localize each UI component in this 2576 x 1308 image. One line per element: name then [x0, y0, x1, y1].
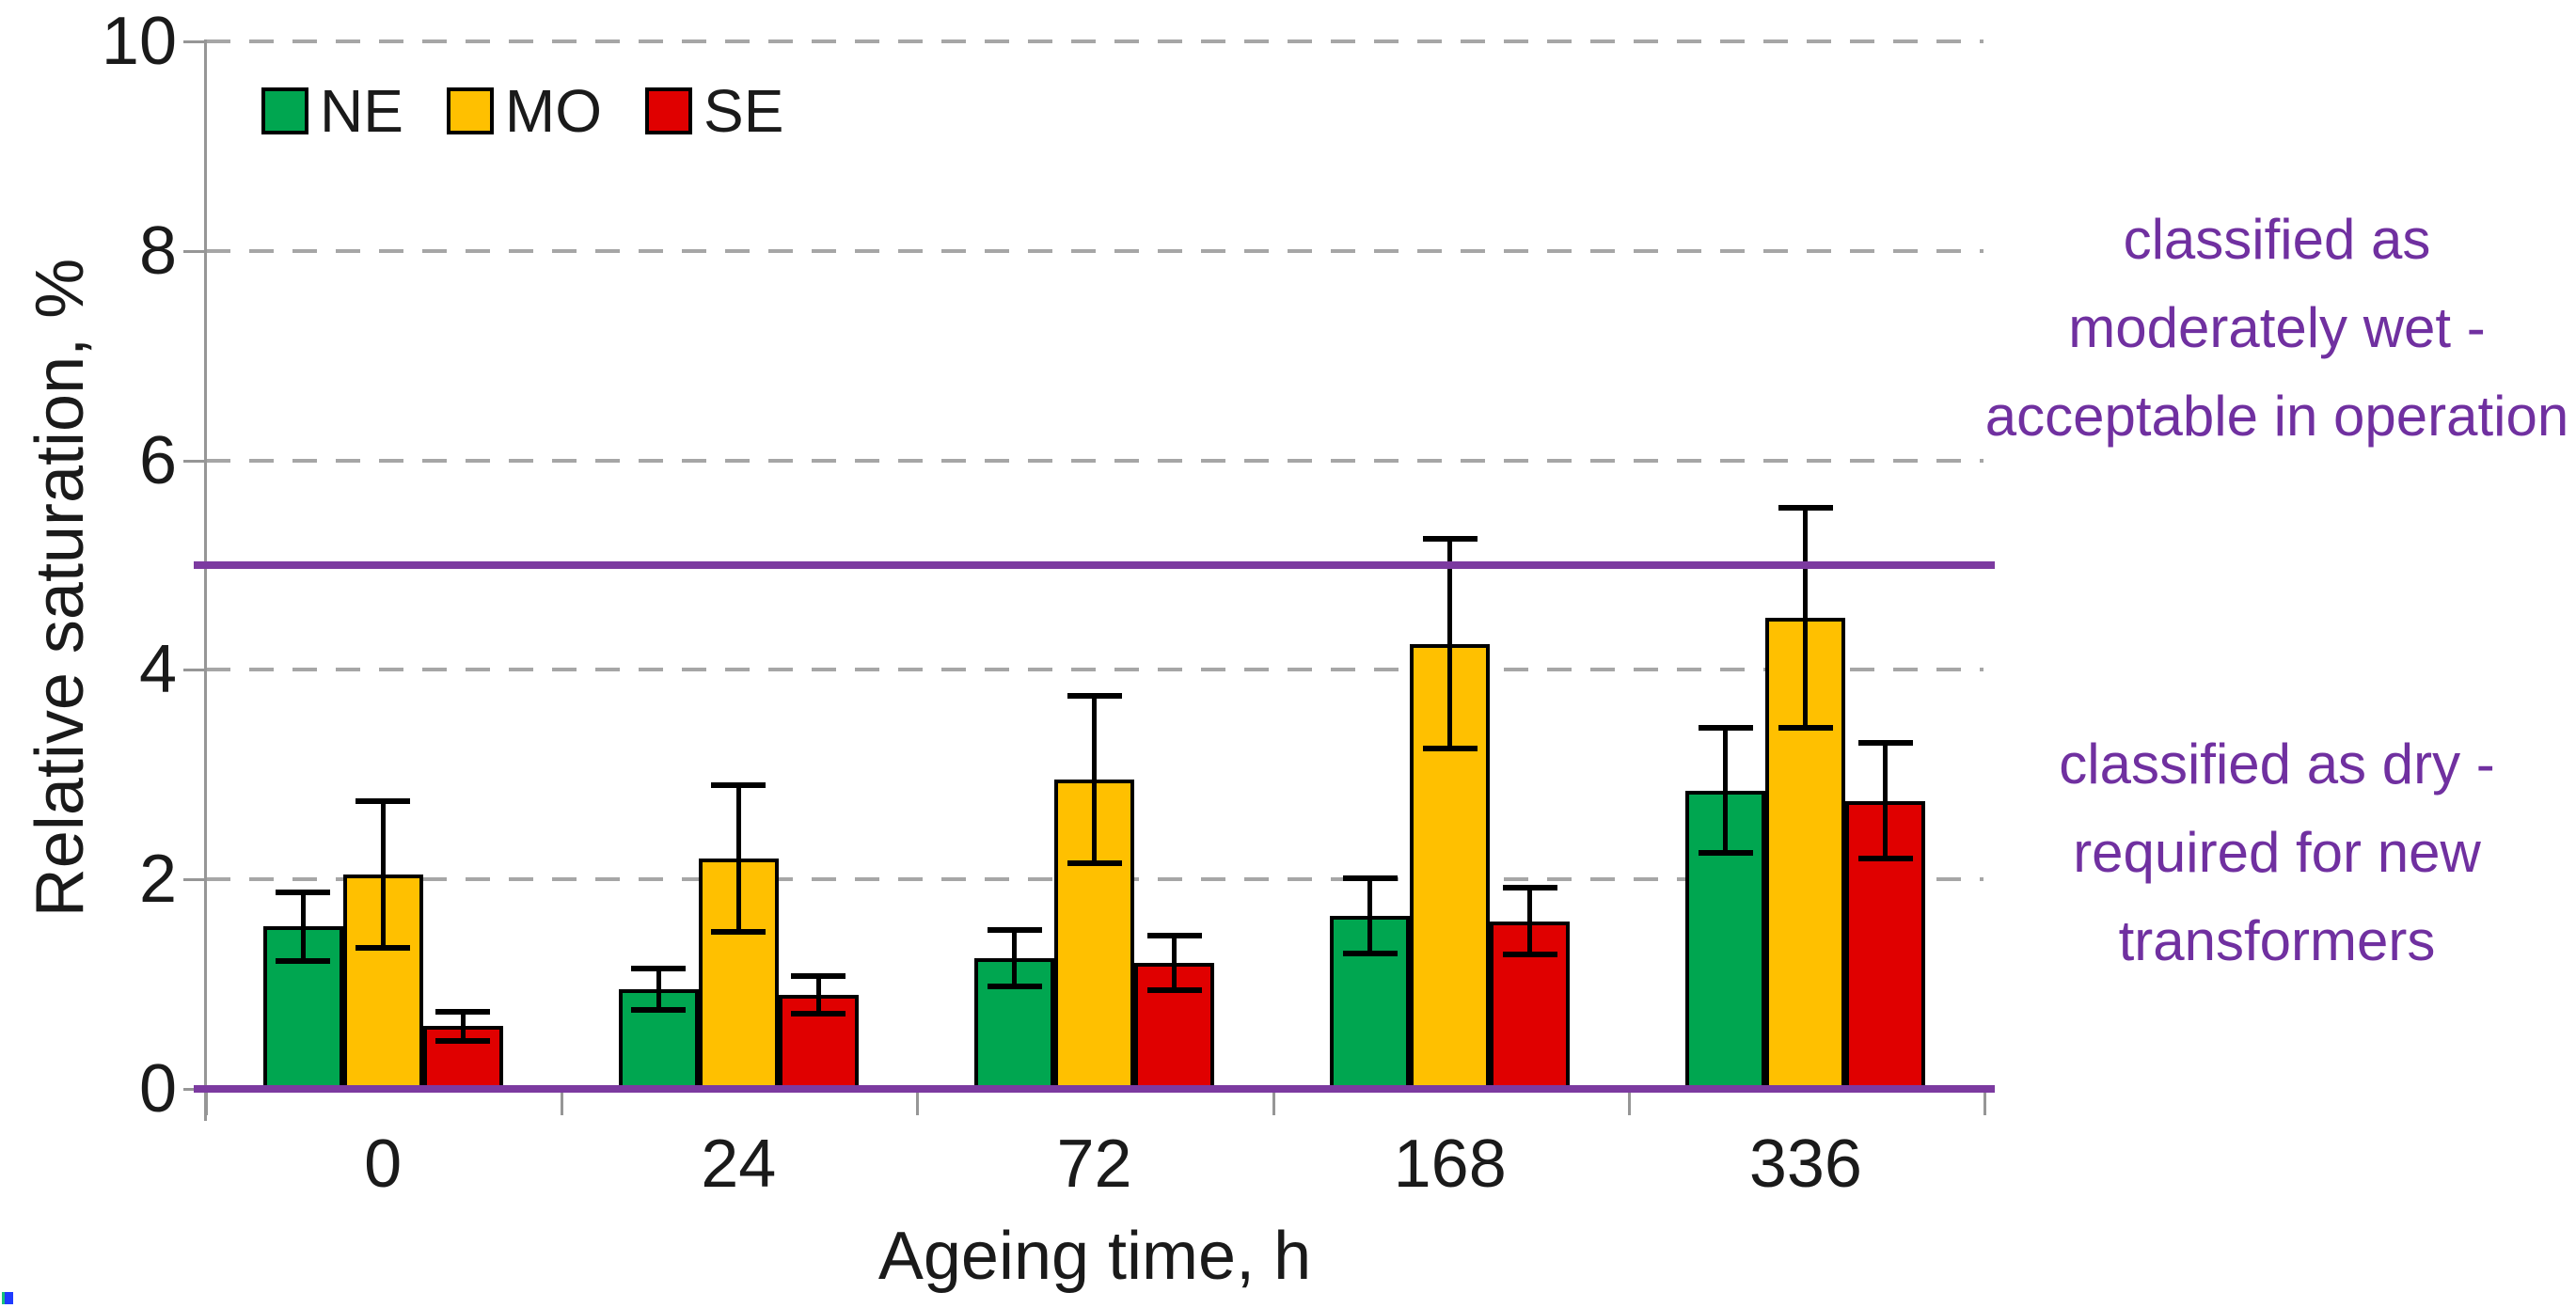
error-bar-MO-168 [1447, 539, 1453, 749]
error-bar-SE-24 [815, 975, 821, 1014]
error-bar-SE-168 [1527, 888, 1533, 955]
legend-swatch-se-icon [645, 87, 692, 134]
error-bar-NE-0 [300, 891, 306, 962]
error-cap-top [1502, 885, 1557, 891]
blue-artifact [2, 1292, 13, 1304]
y-tick-label-2: 2 [138, 842, 177, 918]
error-bar-MO-0 [380, 800, 386, 948]
gridline-y-6 [206, 458, 1983, 463]
x-tick-label-24: 24 [701, 1127, 777, 1202]
error-bar-MO-72 [1092, 696, 1097, 864]
y-axis-title: Relative saturation, % [23, 258, 98, 918]
annotation-line: classified as dry - [2059, 733, 2495, 796]
y-tick-label-4: 4 [138, 632, 177, 708]
error-bar-NE-72 [1012, 929, 1017, 986]
x-tick-2 [916, 1089, 920, 1115]
error-cap-bottom [1698, 850, 1753, 857]
annotation-line: moderately wet - [2068, 296, 2486, 359]
error-cap-bottom [276, 958, 331, 965]
x-tick-4 [1627, 1089, 1631, 1115]
error-cap-bottom [435, 1037, 491, 1044]
error-cap-top [631, 965, 687, 971]
x-axis-title: Ageing time, h [877, 1219, 1312, 1294]
legend-item-se: SE [645, 81, 783, 141]
legend-swatch-mo-icon [446, 87, 494, 134]
error-cap-bottom [1146, 987, 1202, 994]
error-cap-bottom [1857, 855, 1913, 861]
legend-label-mo: MO [504, 77, 602, 145]
x-tick-label-0: 0 [364, 1127, 403, 1202]
y-tick-label-0: 0 [138, 1051, 177, 1127]
legend-item-mo: MO [446, 77, 602, 145]
x-tick-label-72: 72 [1056, 1127, 1132, 1202]
y-tick-4 [183, 669, 204, 672]
legend-swatch-ne-icon [261, 87, 308, 134]
error-bar-NE-24 [656, 968, 661, 1011]
error-cap-bottom [356, 944, 411, 951]
gridline-y-8 [206, 248, 1983, 253]
annotation-line: transformers [2118, 909, 2436, 972]
error-cap-top [1778, 504, 1833, 511]
gridline-y-4 [206, 668, 1983, 672]
error-cap-bottom [1342, 951, 1398, 957]
error-cap-top [987, 926, 1042, 933]
legend-item-ne: NE [261, 81, 403, 141]
error-cap-bottom [1778, 724, 1833, 731]
error-cap-bottom [1502, 952, 1557, 958]
y-tick-label-8: 8 [138, 213, 177, 289]
reference-line-5 [194, 561, 1995, 569]
error-bar-NE-336 [1723, 727, 1729, 854]
y-tick-label-10: 10 [101, 4, 177, 79]
x-tick-5 [1983, 1089, 1986, 1115]
legend-label-ne: NE [320, 77, 403, 145]
error-cap-bottom [987, 983, 1042, 989]
y-tick-2 [183, 878, 204, 882]
error-bar-MO-24 [735, 784, 741, 932]
error-cap-top [435, 1008, 491, 1015]
legend: NE MO SE [261, 81, 783, 141]
error-bar-SE-0 [460, 1011, 466, 1041]
error-cap-bottom [711, 928, 766, 935]
annotation-line: classified as [2123, 208, 2431, 271]
error-bar-MO-336 [1803, 507, 1809, 728]
annotation-moderately-wet: classified as moderately wet - acceptabl… [1981, 196, 2573, 461]
error-cap-top [791, 972, 846, 979]
reference-line-0 [194, 1085, 1995, 1093]
error-cap-bottom [1067, 860, 1122, 867]
error-cap-top [1342, 875, 1398, 882]
error-cap-top [1067, 693, 1122, 700]
y-tick-label-6: 6 [138, 422, 177, 498]
annotation-line: acceptable in operation [1984, 385, 2569, 448]
y-axis-line [204, 39, 207, 1121]
y-tick-6 [183, 459, 204, 463]
gridline-y-10 [206, 39, 1983, 43]
error-cap-top [276, 889, 331, 895]
error-cap-top [1857, 740, 1913, 747]
x-tick-3 [1272, 1089, 1275, 1115]
error-bar-SE-336 [1883, 743, 1889, 859]
error-cap-top [711, 781, 766, 788]
error-cap-top [1422, 536, 1478, 543]
bar-MO-72 [1054, 780, 1134, 1089]
error-bar-SE-72 [1172, 936, 1177, 991]
y-tick-10 [183, 40, 204, 43]
error-cap-bottom [631, 1007, 687, 1014]
annotation-dry: classified as dry - required for new tra… [1981, 720, 2573, 985]
error-bar-NE-168 [1367, 878, 1373, 954]
error-cap-top [1146, 933, 1202, 939]
error-cap-top [1698, 724, 1753, 731]
error-cap-top [356, 797, 411, 804]
x-tick-label-168: 168 [1393, 1127, 1507, 1202]
error-cap-bottom [791, 1010, 846, 1016]
x-tick-1 [561, 1089, 564, 1115]
error-cap-bottom [1422, 745, 1478, 751]
y-tick-8 [183, 249, 204, 253]
x-tick-label-336: 336 [1748, 1127, 1862, 1202]
legend-label-se: SE [703, 77, 784, 145]
x-tick-0 [205, 1089, 208, 1115]
annotation-line: required for new [2073, 821, 2481, 884]
